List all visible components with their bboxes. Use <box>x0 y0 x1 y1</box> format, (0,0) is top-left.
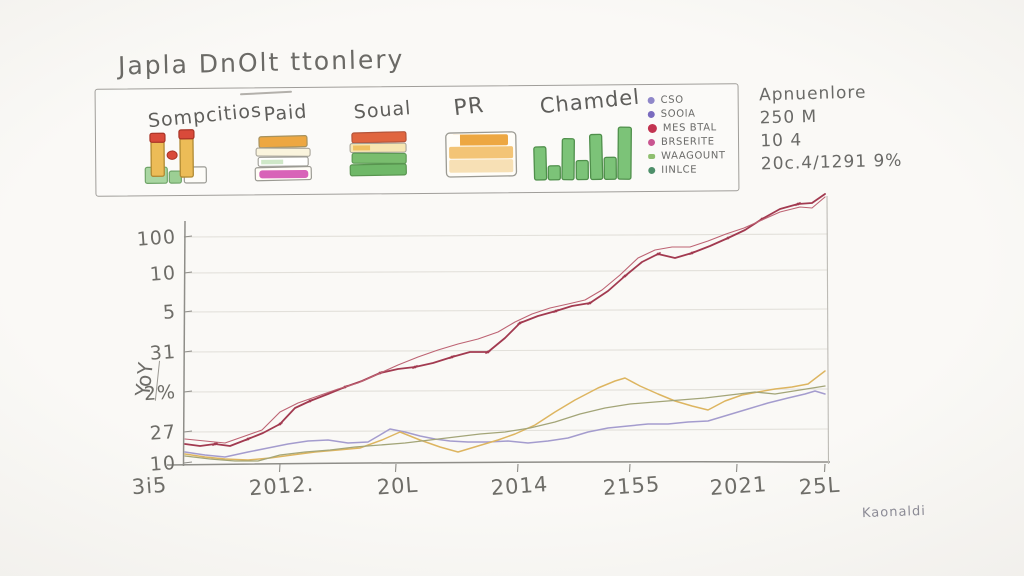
channels-header-box: Sompcitios Paid Soual PR Chamdel <box>94 83 740 197</box>
y-axis <box>182 220 186 467</box>
series-marker-dot-crimson-marked <box>656 252 660 256</box>
category-label-channels: Chamdel <box>538 84 641 119</box>
category-label-paid: Paid <box>262 100 309 126</box>
x-tick <box>735 463 738 473</box>
y-tick <box>183 461 193 464</box>
x-tick-label: 2155 <box>602 472 661 500</box>
series-line-lavender <box>184 390 826 458</box>
y-tick-label: 10 <box>149 452 177 476</box>
series-marker-dot-crimson-marked <box>213 442 217 446</box>
legend-dot <box>648 166 656 174</box>
legend-label: IINLCE <box>661 164 698 176</box>
legend-label: WAAGOUNT <box>661 149 726 162</box>
legend-item: WAAGOUNT <box>648 148 734 163</box>
series-marker-dot-crimson-marked <box>413 365 417 369</box>
y-tick <box>183 350 193 353</box>
legend-item: MES BTAL <box>647 120 734 135</box>
y-tick-label: 100 <box>136 226 177 251</box>
annotation-block: Apnuenlore 250 M 10 4 20c.4/1291 9% <box>759 80 941 177</box>
gridline <box>184 388 829 393</box>
series-line-mustard <box>184 370 826 461</box>
y-axis-title: YoY <box>130 358 161 401</box>
legend-item: IINLCE <box>648 162 734 177</box>
x-tick-label: 25L <box>798 473 841 500</box>
legend-dot <box>647 138 656 146</box>
series-marker-dot-crimson-marked <box>246 437 250 441</box>
legend-dot <box>648 153 656 159</box>
legend-dot <box>647 123 657 133</box>
legend-item: SOOlA <box>647 106 734 121</box>
x-axis <box>166 461 831 466</box>
series-marker-dot-crimson-marked <box>690 251 694 255</box>
category-label-social: Soual <box>352 97 413 124</box>
series-marker-dot-crimson-marked <box>308 399 312 403</box>
y-tick-label: 31 <box>149 341 177 365</box>
series-marker-dot-crimson-marked <box>450 355 454 359</box>
channels-bars-icon <box>533 126 632 181</box>
social-stack-icon <box>349 131 407 177</box>
series-marker-dot-crimson-marked <box>588 301 592 305</box>
y-tick <box>183 430 193 433</box>
series-line-crimson-marked <box>184 193 826 447</box>
legend-label: MES BTAL <box>662 121 717 134</box>
x-tick <box>516 463 519 473</box>
y-tick-label: 10 <box>149 262 177 286</box>
series-marker-dot-crimson-marked <box>726 236 730 240</box>
legend-label: BRSERITE <box>660 135 715 148</box>
legend-dot <box>647 110 655 118</box>
gridline <box>184 348 829 353</box>
legend-label: SOOlA <box>660 108 696 120</box>
y-tick <box>183 390 193 393</box>
x-tick-label: 3i5 <box>131 473 168 499</box>
competition-bars-icon <box>144 129 207 184</box>
x-tick <box>823 463 826 473</box>
y-tick <box>183 310 193 313</box>
series-marker-dot-crimson-marked <box>278 422 282 426</box>
series-line-olive <box>184 385 826 462</box>
paid-stack-icon <box>254 134 312 182</box>
category-label-pr: PR <box>452 92 486 122</box>
x-tick-label: 2014 <box>490 472 549 500</box>
chart-legend: CSO SOOlA MES BTAL BRSERITE WAAGOUNT IIN… <box>647 92 735 177</box>
series-line-rose-thin <box>184 196 826 444</box>
legend-item: BRSERITE <box>647 134 734 149</box>
legend-dot <box>647 96 655 104</box>
series-marker-dot-crimson-marked <box>518 321 522 325</box>
y-tick-label: 2% <box>143 381 177 405</box>
x-tick-label: 2021 <box>709 472 768 500</box>
category-label-competition: Sompcitios <box>146 99 263 133</box>
gridline <box>184 308 829 313</box>
plot-right-border <box>826 195 830 465</box>
x-tick <box>394 463 397 473</box>
artist-signature: Kaonaldi <box>861 503 927 522</box>
annotation-line: 20c.4/1291 9% <box>760 150 903 175</box>
series-marker-dot-crimson-marked <box>796 202 800 206</box>
y-tick <box>183 235 193 238</box>
series-marker-dot-crimson-marked <box>486 350 490 354</box>
legend-item: CSO <box>647 92 734 107</box>
legend-label: CSO <box>660 94 684 106</box>
series-marker-dot-crimson-marked <box>623 274 627 278</box>
gridline <box>184 428 829 433</box>
x-tick <box>278 463 281 473</box>
x-tick <box>628 463 631 473</box>
pr-card-icon <box>445 131 518 178</box>
x-tick-label: 20L <box>376 473 419 500</box>
y-tick-label: 27 <box>149 421 177 445</box>
y-tick <box>183 271 193 274</box>
x-tick-label: 2012. <box>248 472 315 500</box>
gridline <box>184 269 829 274</box>
series-marker-dot-crimson-marked <box>554 309 558 313</box>
y-tick-label: 5 <box>162 301 177 324</box>
